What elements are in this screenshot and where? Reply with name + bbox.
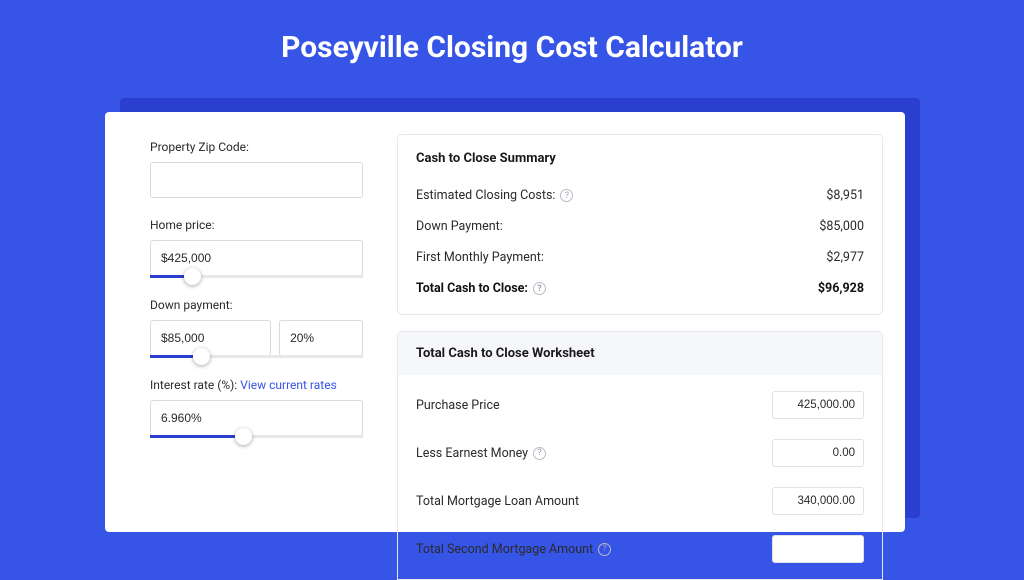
zip-input[interactable] [150,162,363,198]
worksheet-value-input[interactable] [772,535,864,563]
interest-rate-label: Interest rate (%): View current rates [150,378,363,392]
summary-row: First Monthly Payment: $2,977 [416,242,864,273]
summary-row-label: Estimated Closing Costs:? [416,188,573,203]
down-payment-input[interactable] [150,320,271,356]
down-payment-label: Down payment: [150,298,363,312]
worksheet-value-input[interactable] [772,487,864,515]
interest-rate-label-text: Interest rate (%): [150,378,240,392]
home-price-field: Home price: [150,218,363,278]
worksheet-row: Purchase Price [416,381,864,429]
inputs-column: Property Zip Code: Home price: Down paym… [105,112,385,532]
interest-rate-slider[interactable] [150,435,363,438]
interest-rate-input[interactable] [150,400,363,436]
summary-column: Cash to Close Summary Estimated Closing … [385,112,905,532]
worksheet-value-input[interactable] [772,439,864,467]
worksheet-title: Total Cash to Close Worksheet [397,331,883,375]
home-price-label: Home price: [150,218,363,232]
summary-row: Total Cash to Close:? $96,928 [416,273,864,304]
down-payment-field: Down payment: [150,298,363,358]
down-payment-pct-input[interactable] [279,320,363,356]
worksheet-value-input[interactable] [772,391,864,419]
summary-row-value: $8,951 [826,188,864,203]
summary-row: Estimated Closing Costs:? $8,951 [416,180,864,211]
zip-field: Property Zip Code: [150,140,363,198]
help-icon[interactable]: ? [598,543,611,556]
worksheet-section: Total Cash to Close Worksheet Purchase P… [397,331,883,580]
worksheet-row-label: Total Second Mortgage Amount? [416,542,611,557]
view-rates-link[interactable]: View current rates [240,378,337,392]
summary-title: Cash to Close Summary [416,151,864,166]
summary-row-value: $96,928 [818,281,864,296]
home-price-slider[interactable] [150,275,363,278]
summary-row-label: Down Payment: [416,219,503,234]
help-icon[interactable]: ? [560,189,573,202]
help-icon[interactable]: ? [533,282,546,295]
zip-label: Property Zip Code: [150,140,363,154]
worksheet-row-label: Total Mortgage Loan Amount [416,494,579,509]
summary-row: Down Payment: $85,000 [416,211,864,242]
worksheet-row: Less Earnest Money? [416,429,864,477]
worksheet-row-label: Less Earnest Money? [416,446,546,461]
worksheet-row-label: Purchase Price [416,398,500,413]
worksheet-row: Total Second Mortgage Amount? [416,525,864,573]
page-title: Poseyville Closing Cost Calculator [0,0,1024,87]
calculator-card: Property Zip Code: Home price: Down paym… [105,112,905,532]
worksheet-row: Total Mortgage Loan Amount [416,477,864,525]
interest-rate-field: Interest rate (%): View current rates [150,378,363,438]
home-price-input[interactable] [150,240,363,276]
summary-row-label: Total Cash to Close:? [416,281,546,296]
down-payment-slider[interactable] [150,355,363,358]
summary-row-value: $2,977 [826,250,864,265]
summary-row-label: First Monthly Payment: [416,250,544,265]
summary-row-value: $85,000 [819,219,864,234]
summary-box: Cash to Close Summary Estimated Closing … [397,134,883,315]
help-icon[interactable]: ? [533,447,546,460]
